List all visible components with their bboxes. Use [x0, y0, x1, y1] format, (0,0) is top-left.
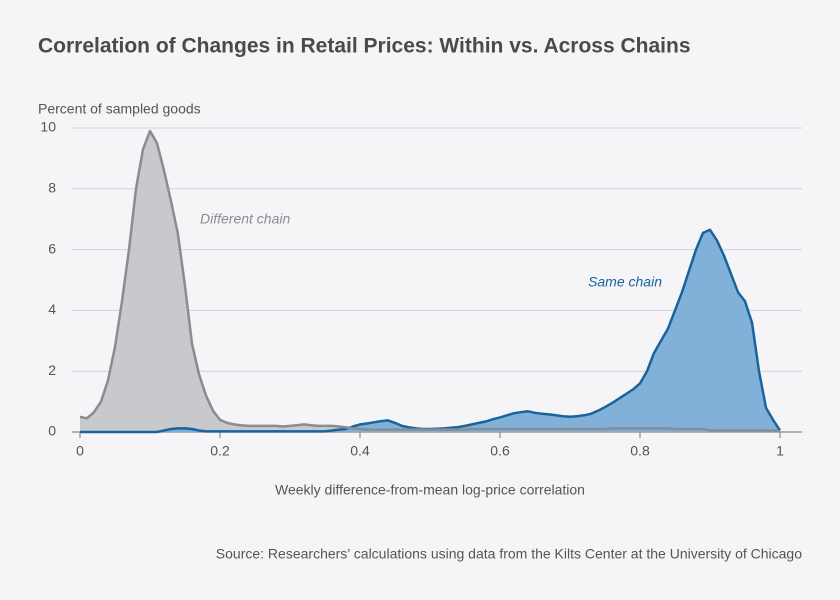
x-tick-label: 0: [76, 443, 84, 459]
area-line: [79, 129, 781, 433]
y-tick-label: 0: [48, 423, 56, 439]
x-tick-label: 0.4: [350, 443, 370, 459]
series-label: Same chain: [588, 274, 662, 290]
y-tick-label: 8: [48, 180, 56, 196]
x-axis-label: Weekly difference-from-mean log-price co…: [275, 482, 585, 498]
x-tick-label: 0.2: [210, 443, 230, 459]
y-tick-label: 10: [40, 119, 56, 135]
y-tick-label: 4: [48, 301, 56, 317]
source-note: Source: Researchers’ calculations using …: [216, 546, 802, 562]
area-fill: [80, 229, 780, 432]
x-tick-label: 1: [776, 443, 784, 459]
chart-title: Correlation of Changes in Retail Prices:…: [38, 35, 691, 58]
y-axis-label: Percent of sampled goods: [38, 101, 201, 117]
series-label: Different chain: [200, 211, 290, 227]
x-tick-label: 0.6: [490, 443, 510, 459]
y-tick-label: 2: [48, 362, 56, 378]
x-tick-label: 0.8: [630, 443, 650, 459]
y-tick-label: 6: [48, 240, 56, 256]
area-fill: [80, 131, 780, 432]
